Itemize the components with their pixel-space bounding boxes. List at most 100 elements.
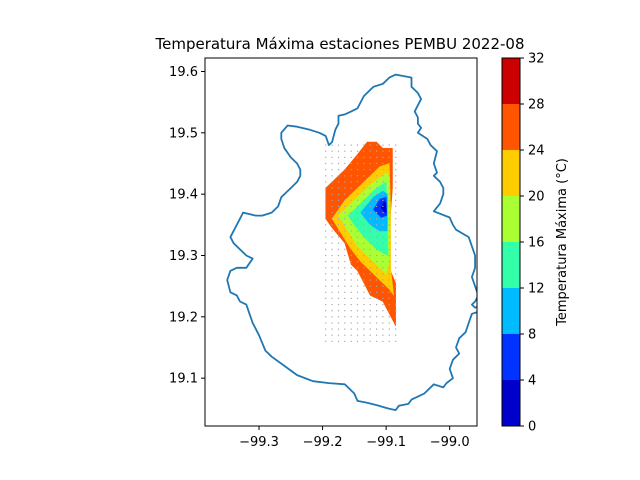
- grid-point: [325, 212, 327, 214]
- grid-point: [369, 340, 371, 342]
- grid-point: [395, 261, 397, 263]
- grid-point: [356, 310, 359, 312]
- grid-point: [388, 199, 390, 201]
- grid-point: [331, 273, 333, 275]
- grid-point: [363, 254, 365, 257]
- grid-point: [337, 248, 340, 250]
- grid-point: [376, 193, 378, 195]
- grid-point: [376, 334, 378, 336]
- grid-point: [388, 156, 390, 158]
- grid-point: [350, 279, 352, 281]
- grid-point: [337, 254, 340, 257]
- grid-point: [331, 254, 333, 257]
- grid-point: [382, 273, 384, 275]
- grid-point: [376, 328, 378, 330]
- grid-point: [325, 334, 327, 336]
- colorbar-ticks: 0 4 8 12 16 20 24 28 32: [520, 52, 545, 435]
- grid-point: [337, 297, 340, 299]
- grid-point: [369, 156, 371, 158]
- grid-point: [350, 150, 352, 152]
- grid-point: [325, 261, 327, 263]
- y-tick-label: 19.6: [169, 65, 198, 80]
- grid-point: [376, 156, 378, 158]
- grid-point: [363, 156, 365, 158]
- grid-point: [382, 199, 384, 201]
- grid-point: [395, 230, 397, 232]
- x-tick-label: −99.0: [430, 435, 470, 450]
- grid-point: [363, 316, 365, 318]
- grid-point: [376, 261, 378, 263]
- grid-point: [388, 316, 390, 318]
- grid-point: [331, 291, 333, 293]
- grid-point: [395, 304, 397, 306]
- grid-point: [363, 212, 365, 214]
- grid-point: [337, 187, 340, 189]
- grid-point: [344, 297, 346, 299]
- grid-point: [337, 304, 340, 306]
- grid-point: [337, 169, 340, 171]
- grid-point: [382, 267, 384, 269]
- grid-point: [337, 230, 340, 232]
- grid-point: [356, 144, 359, 146]
- colorbar-tick-label: 4: [528, 374, 536, 389]
- grid-point: [325, 156, 327, 158]
- grid-point: [344, 175, 346, 177]
- grid-point: [395, 297, 397, 299]
- grid-point: [356, 285, 359, 287]
- grid-point: [356, 199, 359, 201]
- grid-point: [382, 218, 384, 220]
- grid-point: [388, 261, 390, 263]
- grid-point: [369, 261, 371, 263]
- colorbar-label: Temperatura Máxima (°C): [555, 158, 570, 327]
- grid-point: [344, 230, 346, 232]
- grid-point: [331, 199, 333, 201]
- grid-point: [344, 248, 346, 250]
- grid-point: [369, 205, 371, 207]
- grid-point: [325, 236, 327, 238]
- grid-point: [344, 156, 346, 158]
- grid-point: [382, 187, 384, 189]
- grid-point: [382, 322, 384, 324]
- grid-point: [344, 304, 346, 306]
- grid-point: [395, 150, 397, 152]
- grid-point: [376, 169, 378, 171]
- grid-point: [331, 236, 333, 238]
- grid-point: [369, 304, 371, 306]
- grid-point: [331, 230, 333, 232]
- grid-point: [331, 169, 333, 171]
- grid-point: [350, 285, 352, 287]
- grid-point: [325, 297, 327, 299]
- grid-point: [388, 285, 390, 287]
- grid-point: [395, 236, 397, 238]
- grid-point: [369, 248, 371, 250]
- colorbar-tick-label: 8: [528, 328, 536, 343]
- x-tick-label: −99.1: [366, 435, 406, 450]
- grid-point: [350, 205, 352, 207]
- grid-point: [363, 218, 365, 220]
- grid-point: [369, 187, 371, 189]
- grid-point: [337, 236, 340, 238]
- grid-point: [363, 242, 365, 244]
- grid-point: [356, 279, 359, 281]
- y-tick-label: 19.5: [169, 126, 198, 141]
- grid-point: [369, 322, 371, 324]
- grid-point: [356, 297, 359, 299]
- grid-point: [325, 162, 327, 165]
- grid-point: [331, 322, 333, 324]
- y-tick-label: 19.2: [169, 310, 198, 325]
- grid-point: [395, 242, 397, 244]
- grid-point: [337, 267, 340, 269]
- grid-point: [356, 316, 359, 318]
- grid-point: [363, 248, 365, 250]
- grid-point: [331, 156, 333, 158]
- grid-point: [344, 254, 346, 257]
- grid-point: [356, 334, 359, 336]
- grid-point: [350, 261, 352, 263]
- grid-point: [369, 334, 371, 336]
- grid-point: [337, 181, 340, 183]
- grid-point: [382, 328, 384, 330]
- colorbar: 0 4 8 12 16 20 24 28 32 Temperatura Máxima (°C): [501, 52, 570, 435]
- grid-point: [382, 334, 384, 336]
- grid-point: [350, 254, 352, 257]
- grid-point: [395, 316, 397, 318]
